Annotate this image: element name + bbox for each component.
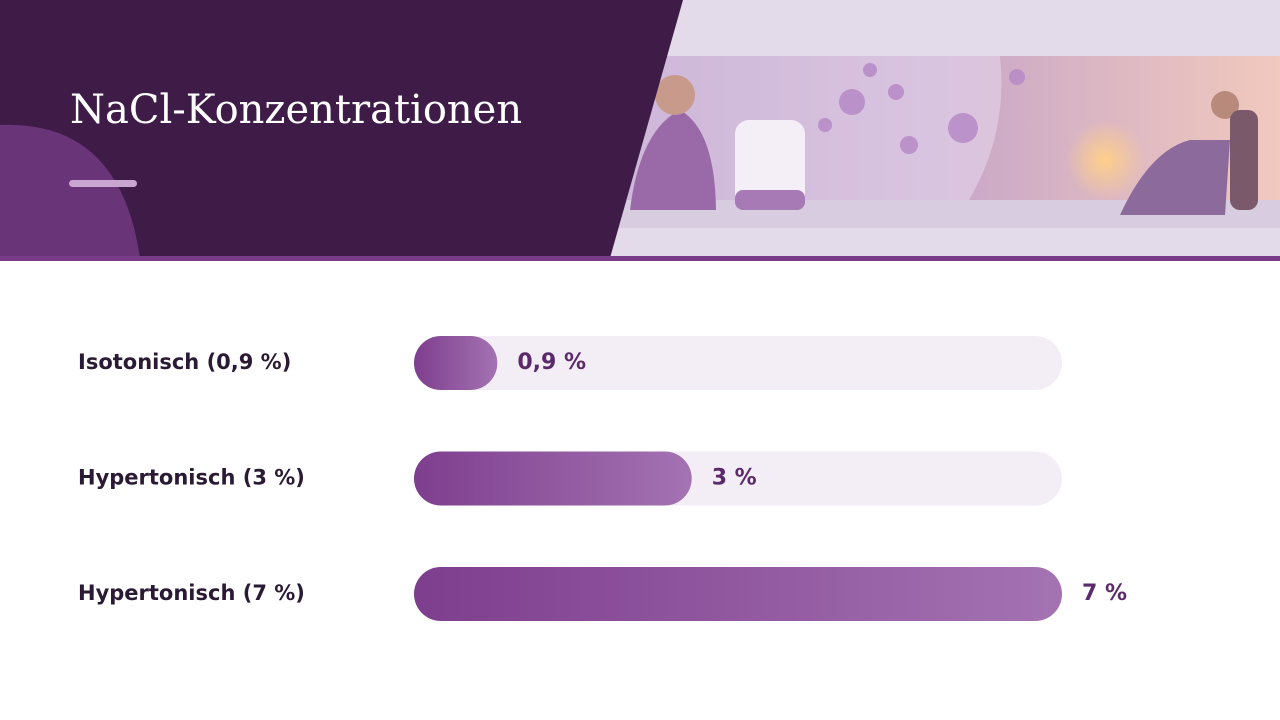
header-circle: [0, 124, 140, 259]
bar-track: [414, 336, 1062, 390]
chart-title: NaCl-Konzentrationen: [70, 87, 522, 133]
category-label: Hypertonisch (3 %): [78, 466, 305, 490]
value-label: 0,9 %: [517, 350, 586, 375]
category-label: Isotonisch (0,9 %): [78, 350, 291, 374]
title-underline: [69, 180, 137, 187]
header-image: [600, 0, 1280, 258]
category-label: Hypertonisch (7 %): [78, 581, 305, 605]
header-rule: [0, 256, 1280, 261]
bar: [414, 336, 498, 390]
bar: [414, 567, 1062, 621]
value-label: 7 %: [1082, 581, 1127, 606]
header-panel: [0, 0, 683, 258]
value-label: 3 %: [712, 466, 757, 491]
bar: [414, 451, 692, 506]
